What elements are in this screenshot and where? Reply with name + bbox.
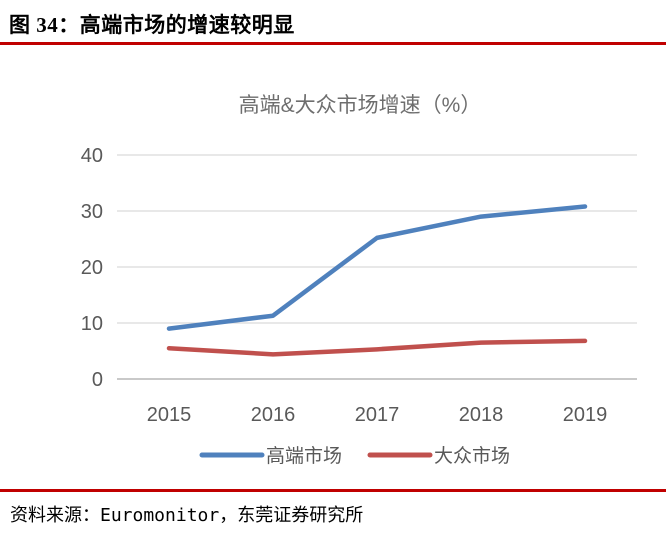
top-rule bbox=[0, 42, 666, 45]
legend-label-0: 高端市场 bbox=[266, 445, 342, 467]
series-line-0 bbox=[166, 204, 588, 331]
x-axis-tick-label: 2015 bbox=[147, 404, 192, 426]
y-axis-tick-label: 0 bbox=[92, 369, 103, 391]
bottom-rule bbox=[0, 489, 666, 492]
y-axis-tick-label: 40 bbox=[81, 145, 103, 167]
y-axis-tick-label: 20 bbox=[81, 257, 103, 279]
x-axis-tick-label: 2017 bbox=[355, 404, 400, 426]
x-axis-tick-label: 2018 bbox=[459, 404, 504, 426]
series-line-1 bbox=[166, 338, 588, 357]
legend-label-1: 大众市场 bbox=[434, 445, 510, 467]
source-note: 资料来源：Euromonitor，东莞证券研究所 bbox=[10, 505, 364, 526]
chart-title: 高端&大众市场增速（%） bbox=[239, 94, 482, 117]
x-axis-tick-label: 2019 bbox=[563, 404, 608, 426]
y-axis-tick-label: 10 bbox=[81, 313, 103, 335]
figure-caption: 图 34：高端市场的增速较明显 bbox=[9, 13, 295, 37]
x-axis-tick-label: 2016 bbox=[251, 404, 296, 426]
growth-line-chart: 0 10 20 30 40 2015 2016 2017 2018 2019 高端&大众市场增速（%… bbox=[81, 94, 637, 467]
y-axis-tick-label: 30 bbox=[81, 201, 103, 223]
